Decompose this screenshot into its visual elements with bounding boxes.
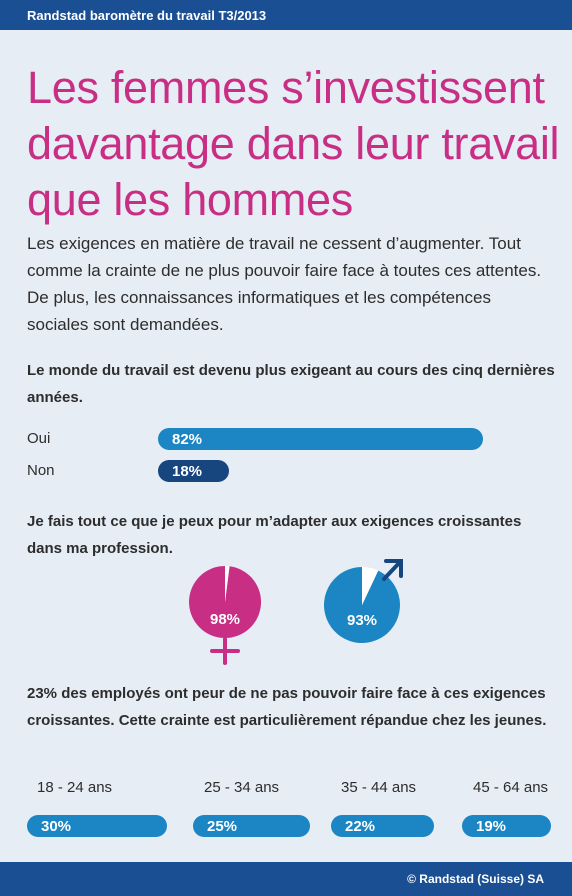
bar-label-oui: Oui (27, 430, 51, 447)
age-label-35-44: 35 - 44 ans (341, 779, 417, 796)
female-symbol-icon (210, 637, 240, 665)
age-label-45-64: 45 - 64 ans (473, 779, 549, 796)
chart3-title: 23% des employés ont peur de ne pas pouv… (27, 685, 547, 729)
male-pie-chart: 93% (323, 559, 403, 643)
intro-text: Les exigences en matière de travail ne c… (27, 234, 542, 334)
age-bar-35-44: 22% (331, 815, 434, 837)
female-pie-slice (189, 566, 262, 638)
male-pie-slice (323, 567, 400, 643)
page-title: Les femmes s’investissent davantage dans… (27, 62, 560, 225)
male-pie-remainder (362, 567, 379, 605)
age-bar-value-35-44: 22% (345, 817, 376, 835)
bar-value-oui: 82% (172, 430, 203, 448)
footer-bar: © Randstad (Suisse) SA (0, 862, 572, 896)
age-bar-45-64: 19% (462, 815, 551, 837)
age-bar-value-25-34: 25% (207, 817, 238, 835)
age-label-18-24: 18 - 24 ans (37, 779, 113, 796)
age-bar-value-45-64: 19% (476, 817, 507, 835)
female-pie-label: 98% (210, 611, 240, 628)
chart1-title: Le monde du travail est devenu plus exig… (27, 362, 555, 406)
chart2-title: Je fais tout ce que je peux pour m’adapt… (27, 513, 522, 557)
male-pie-label: 93% (347, 612, 377, 629)
bar-value-non: 18% (172, 462, 203, 480)
age-bar-18-24: 30% (27, 815, 167, 837)
female-pie-chart: 98% (189, 566, 262, 665)
footer-text: © Randstad (Suisse) SA (407, 872, 544, 886)
age-bar-25-34: 25% (193, 815, 310, 837)
age-label-25-34: 25 - 34 ans (204, 779, 280, 796)
bar-non: 18% (158, 460, 229, 482)
bar-oui: 82% (158, 428, 483, 450)
female-pie-remainder (225, 566, 230, 602)
age-bar-value-18-24: 30% (41, 817, 72, 835)
bar-label-non: Non (27, 462, 55, 479)
header-bar: Randstad baromètre du travail T3/2013 (0, 0, 572, 30)
header-text: Randstad baromètre du travail T3/2013 (27, 7, 267, 23)
male-symbol-icon (382, 559, 403, 581)
